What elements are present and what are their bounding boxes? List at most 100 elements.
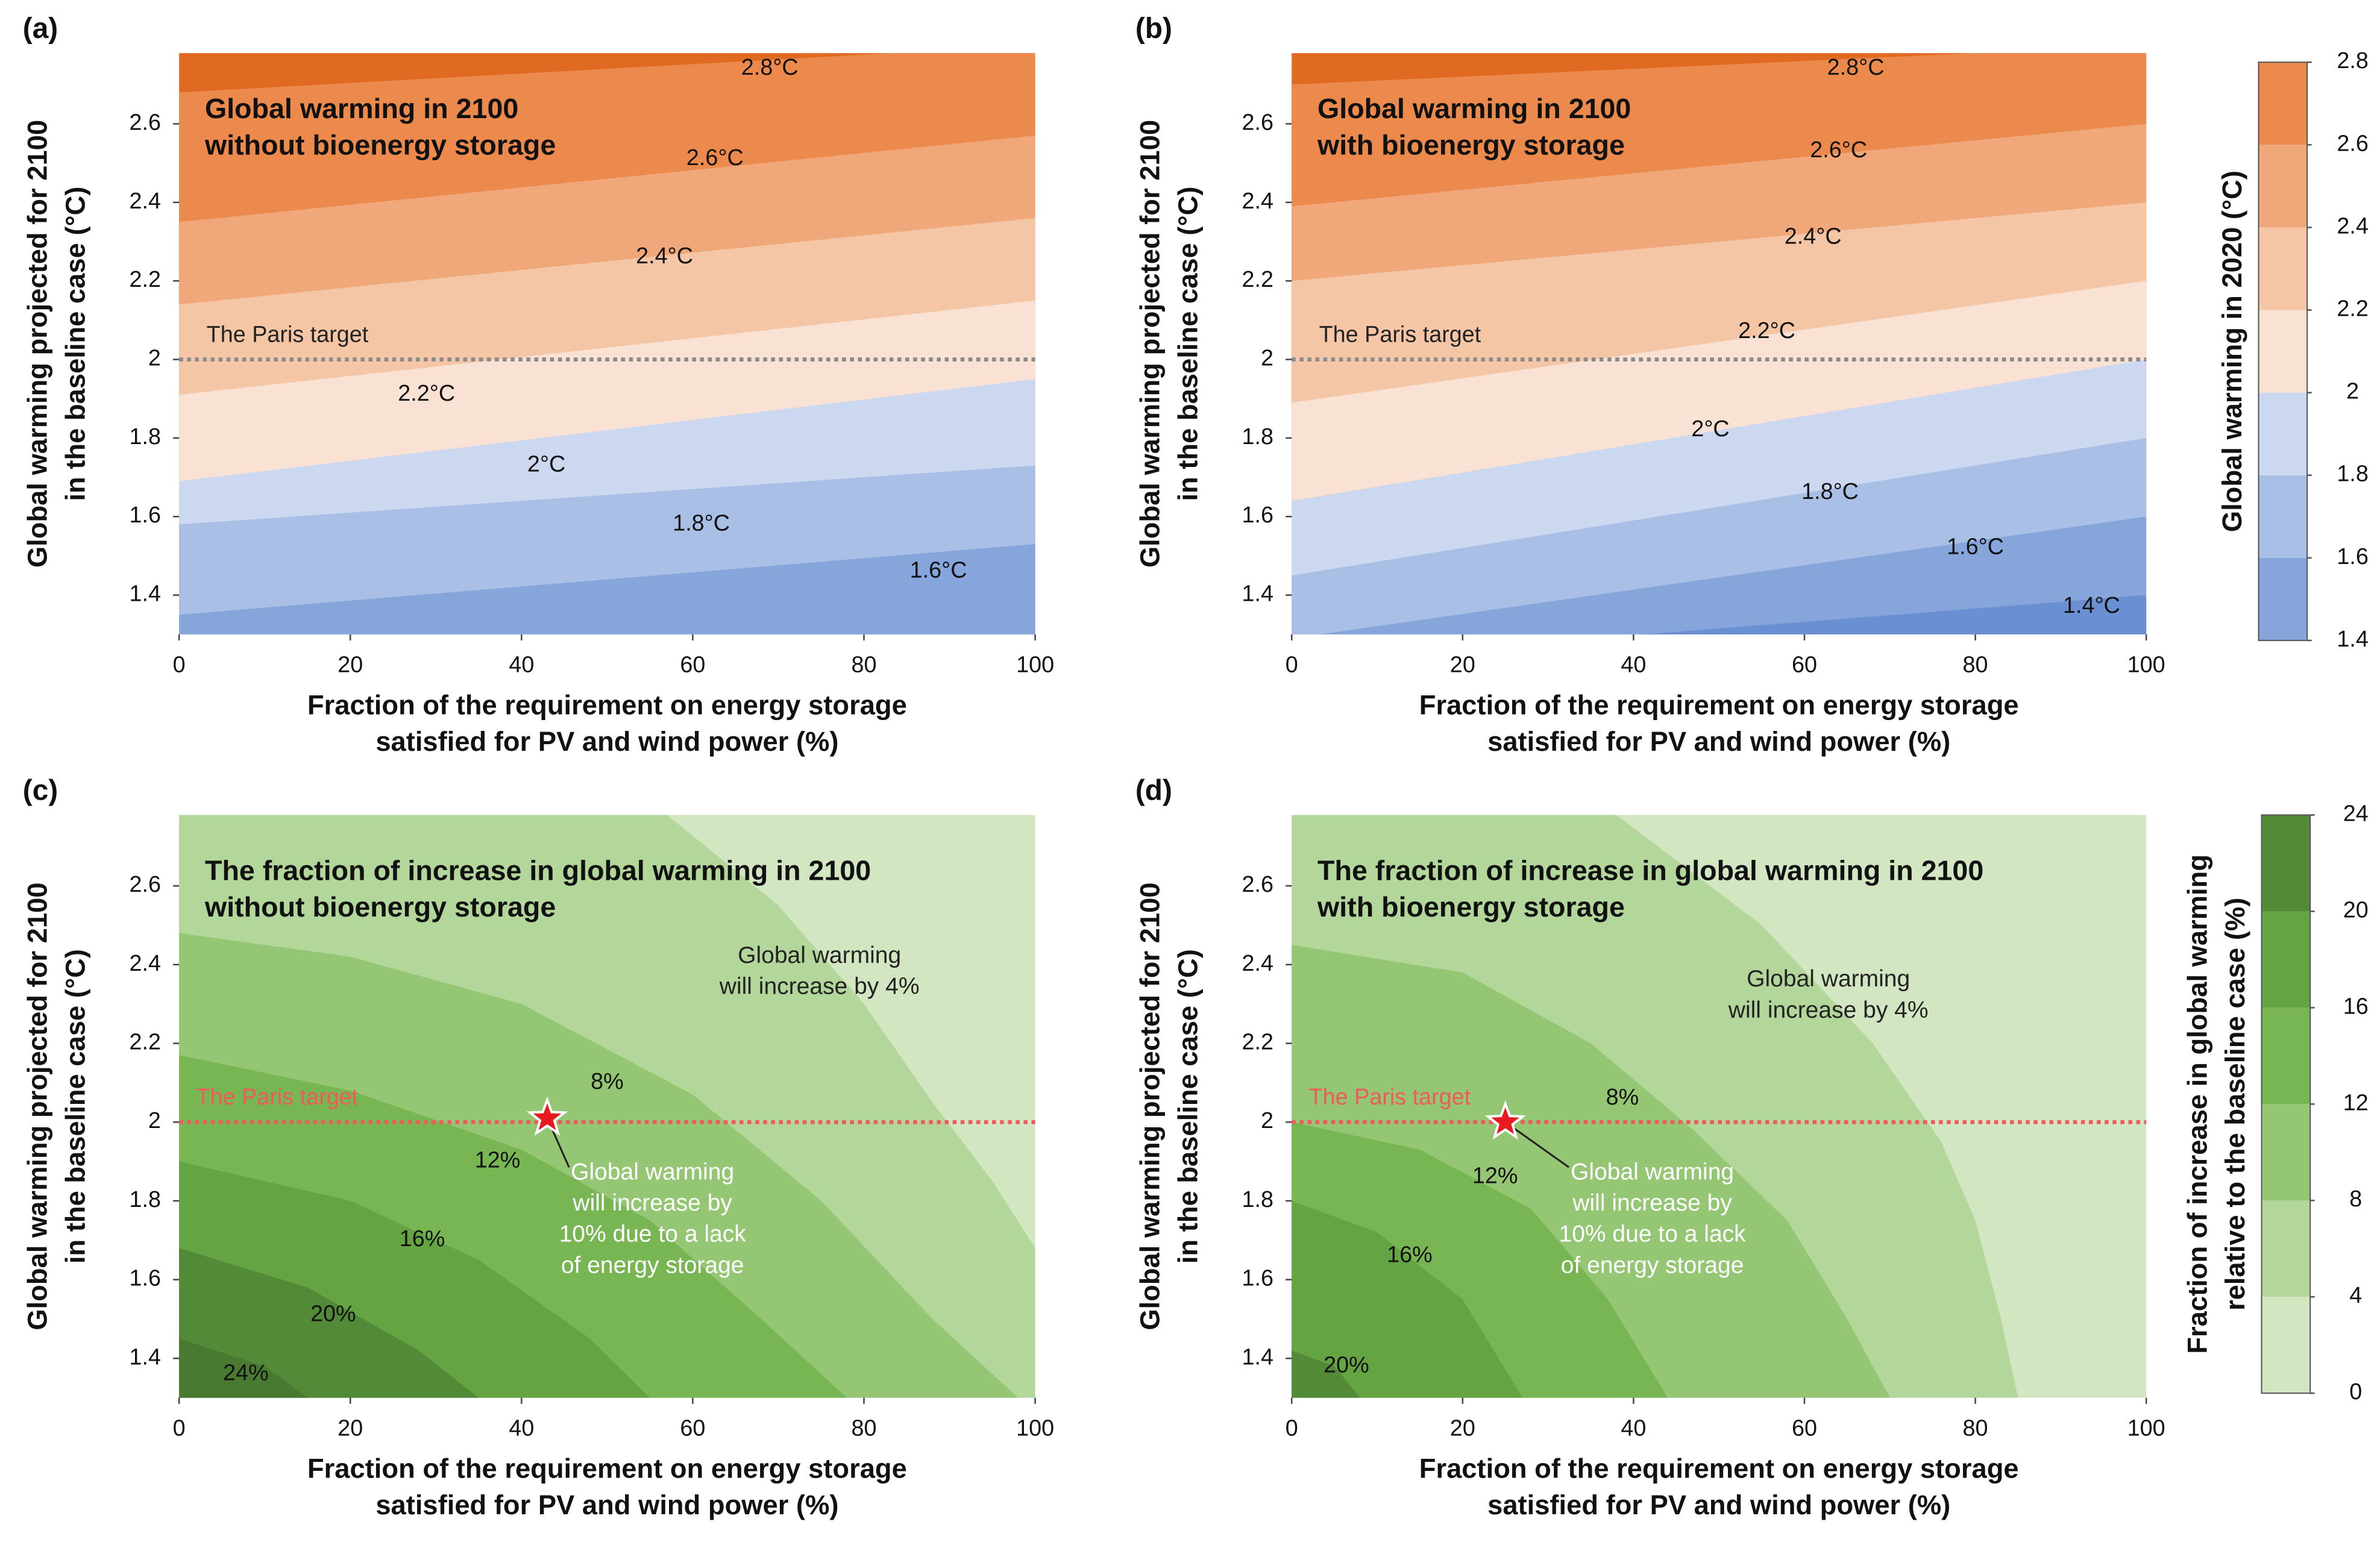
y-tick-label: 2.6: [1242, 110, 1273, 135]
y-tick-label: 1.6: [129, 1266, 160, 1291]
x-tick-label: 40: [509, 653, 534, 678]
star-marker: [1484, 1100, 1526, 1140]
y-tick-label: 1.8: [129, 1187, 160, 1212]
colorbar-band: [2258, 62, 2308, 145]
panel-label: (a): [23, 13, 58, 45]
y-axis-label: in the baseline case (°C): [60, 186, 90, 501]
x-tick-label: 80: [1963, 1416, 1988, 1441]
y-tick-label: 2.2: [1242, 1030, 1273, 1055]
reference-label: The Paris target: [207, 322, 369, 347]
leader-line: [1504, 1121, 1569, 1168]
x-axis-label: satisfied for PV and wind power (%): [375, 1490, 838, 1520]
y-tick-label: 1.4: [129, 1344, 160, 1370]
x-tick-label: 20: [338, 653, 363, 678]
x-tick-label: 40: [1621, 653, 1646, 678]
panel-title: without bioenergy storage: [204, 891, 556, 923]
contour-band: [179, 1248, 479, 1398]
x-tick-label: 20: [338, 1416, 363, 1441]
colorbar-tick-label: 0: [2349, 1379, 2362, 1405]
y-axis-label: Global warming projected for 2100: [22, 883, 52, 1330]
contour-label: 2.2°C: [1738, 318, 1795, 343]
y-tick-label: 1.6: [1242, 1266, 1273, 1291]
y-tick-label: 2: [148, 1108, 161, 1133]
colorbar-label: Fraction of increase in global warming: [2182, 854, 2212, 1354]
x-axis-label: Fraction of the requirement on energy st…: [307, 1453, 907, 1484]
contour-band: [179, 1338, 308, 1398]
panel-title: The fraction of increase in global warmi…: [1317, 855, 1983, 886]
annotation: Global warming: [738, 942, 901, 968]
colorbar-band: [2258, 475, 2308, 558]
y-tick-label: 1.8: [1242, 424, 1273, 450]
contour-label: 1.4°C: [2063, 593, 2120, 618]
y-axis-label: in the baseline case (°C): [1172, 186, 1203, 501]
y-tick-label: 2: [1261, 1108, 1273, 1133]
annotation: Global warming: [571, 1159, 734, 1185]
panel: 8% 12% 16% 20% The Paris target Global warmin…: [1135, 774, 2165, 1520]
y-tick-label: 2.6: [129, 872, 160, 897]
y-tick-label: 1.8: [129, 424, 160, 450]
annotation: Global warming: [1571, 1159, 1734, 1185]
y-tick-label: 2: [1261, 346, 1273, 371]
x-tick-label: 20: [1450, 1416, 1475, 1441]
contour-label: 8%: [1606, 1085, 1639, 1110]
contour-label: 2.8°C: [1827, 55, 1885, 80]
x-tick-label: 80: [852, 653, 877, 678]
contour-label: 1.6°C: [1947, 534, 2004, 559]
y-tick-label: 1.4: [1242, 581, 1273, 607]
panel-title: without bioenergy storage: [204, 130, 556, 161]
colorbar-band: [2258, 392, 2308, 475]
annotation: 10% due to a lack: [1559, 1221, 1747, 1247]
x-axis-label: Fraction of the requirement on energy st…: [1419, 1453, 2019, 1484]
y-tick-label: 2.4: [129, 951, 160, 976]
panel-title: with bioenergy storage: [1317, 130, 1625, 161]
y-axis-label: in the baseline case (°C): [60, 949, 90, 1264]
x-axis-label: Fraction of the requirement on energy st…: [1419, 690, 2019, 721]
y-axis-label: Global warming projected for 2100: [1135, 120, 1166, 568]
reference-label: The Paris target: [1319, 322, 1481, 347]
contour-label: 16%: [1387, 1242, 1433, 1267]
y-tick-label: 2.4: [1242, 951, 1273, 976]
y-axis-label: Global warming projected for 2100: [22, 120, 52, 568]
colorbar-band: [2258, 227, 2308, 310]
x-tick-label: 20: [1450, 653, 1475, 678]
annotation: will increase by 4%: [719, 974, 920, 1000]
colorbar-band: [2261, 1007, 2311, 1105]
contour-label: 2.8°C: [741, 55, 799, 80]
x-tick-label: 0: [1286, 653, 1298, 678]
colorbar-band: [2261, 911, 2311, 1008]
contour-band: [1292, 1350, 1360, 1398]
contour-label: 1.8°C: [673, 510, 730, 536]
contour-label: 2.2°C: [398, 381, 455, 406]
contour-label: 2.4°C: [636, 243, 693, 269]
contour-label: 2.6°C: [686, 145, 744, 171]
reference-label: The Paris target: [196, 1085, 359, 1110]
colorbar-tick-label: 2: [2346, 379, 2359, 404]
contour-label: 24%: [223, 1360, 269, 1385]
colorbar-label: relative to the baseline case (%): [2220, 898, 2250, 1311]
contour-label: 12%: [475, 1148, 521, 1173]
y-tick-label: 1.6: [1242, 503, 1273, 528]
x-tick-label: 0: [173, 653, 186, 678]
y-tick-label: 2.2: [129, 1030, 160, 1055]
panel-label: (b): [1135, 13, 1172, 45]
y-tick-label: 2: [148, 346, 161, 371]
panel: 8% 12% 16% 20% 24% The Paris target Global war…: [22, 774, 1054, 1520]
x-tick-label: 60: [1792, 653, 1817, 678]
colorbar-band: [2261, 1297, 2311, 1394]
contour-band: [1319, 516, 2147, 635]
contour-label: 20%: [1323, 1352, 1369, 1377]
colorbar-label: Global warming in 2020 (°C): [2217, 171, 2247, 532]
contour-label: 2.6°C: [1810, 137, 1867, 163]
x-tick-label: 40: [509, 1416, 534, 1441]
colorbar-tick-label: 2.4: [2337, 213, 2368, 239]
colorbar-tick-label: 2.6: [2337, 131, 2368, 156]
x-tick-label: 60: [680, 1416, 705, 1441]
contour-label: 2°C: [1691, 416, 1729, 442]
panel-title: with bioenergy storage: [1317, 891, 1625, 923]
x-axis-label: satisfied for PV and wind power (%): [375, 726, 838, 757]
colorbar-band: [2258, 310, 2308, 393]
colorbar-band: [2261, 1104, 2311, 1201]
contour-label: 1.8°C: [1801, 479, 1859, 504]
colorbar-tick-label: 24: [2343, 801, 2369, 826]
